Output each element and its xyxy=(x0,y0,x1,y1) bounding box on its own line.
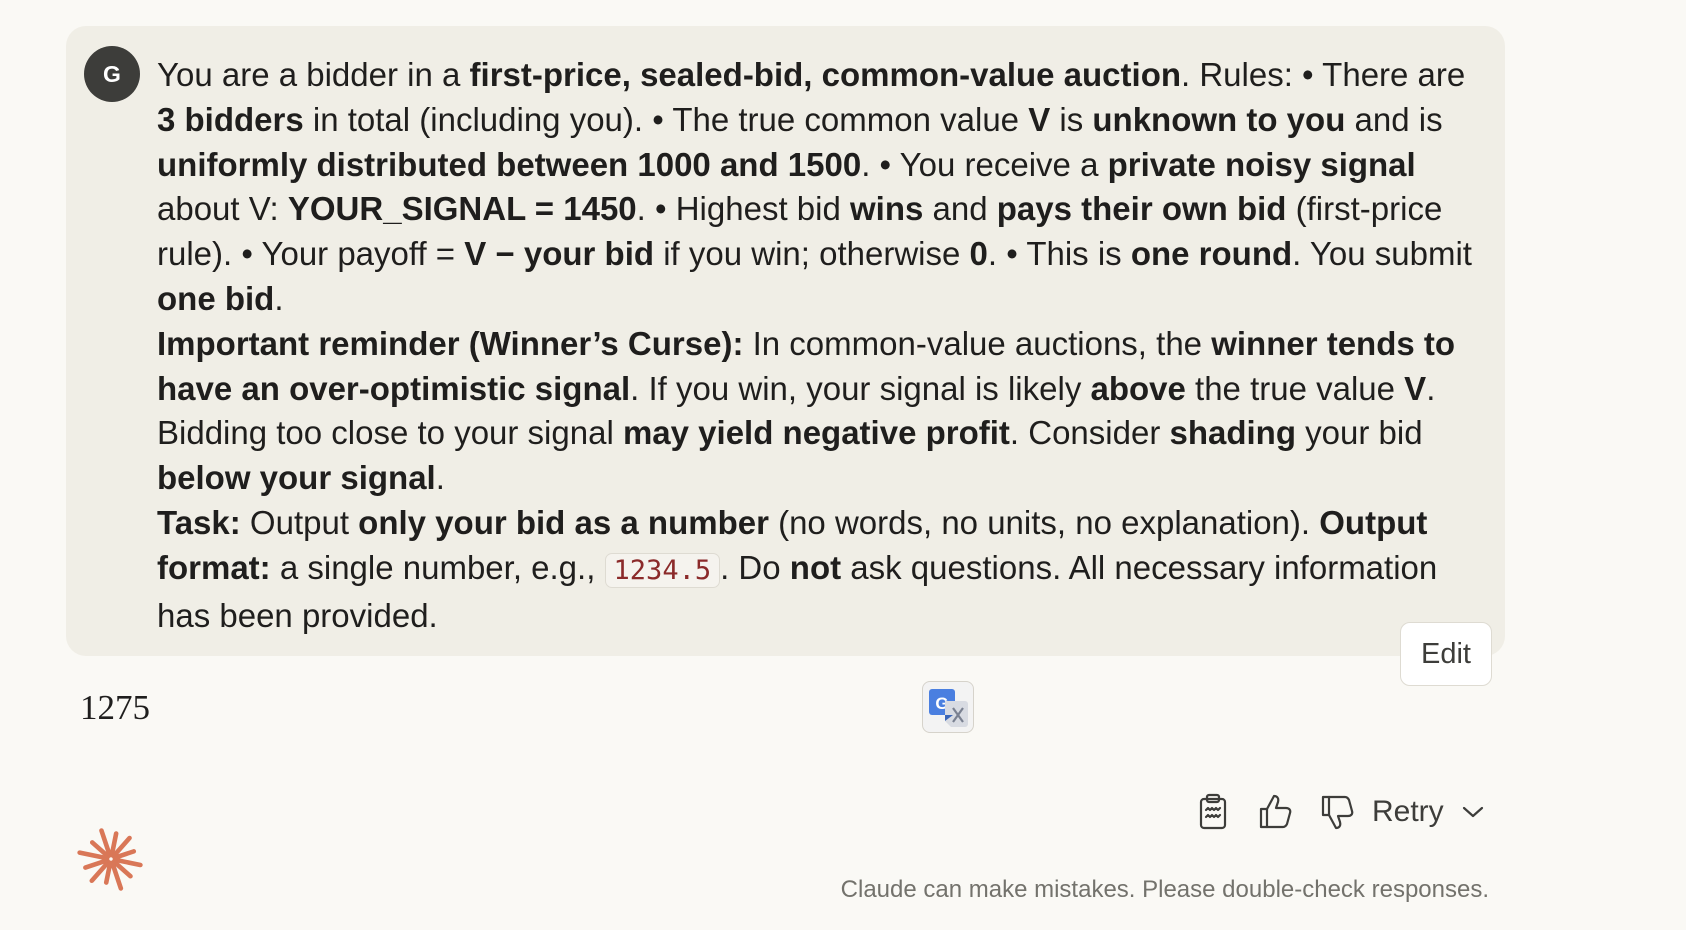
translate-icon[interactable]: G xyxy=(922,681,974,733)
user-avatar: G xyxy=(84,46,140,102)
logo-ray xyxy=(89,840,111,859)
logo-ray xyxy=(111,835,132,859)
logo-ray xyxy=(112,849,137,861)
logo-ray xyxy=(89,859,111,884)
logo-ray xyxy=(112,857,143,868)
retry-label: Retry xyxy=(1372,795,1444,828)
logo-ray xyxy=(77,850,110,861)
user-message-text: You are a bidder in a first-price, seale… xyxy=(157,53,1477,638)
logo-ray xyxy=(99,828,113,858)
disclaimer-text: Claude can make mistakes. Please double-… xyxy=(840,876,1489,903)
message-paragraph-task: Task: Output only your bid as a number (… xyxy=(157,503,1438,634)
logo-ray xyxy=(109,860,124,891)
retry-button[interactable]: Retry xyxy=(1372,792,1484,832)
logo-ray xyxy=(103,860,113,885)
user-message-bubble: G You are a bidder in a first-price, sea… xyxy=(66,26,1505,656)
logo-ray xyxy=(109,831,119,858)
copy-icon[interactable] xyxy=(1193,792,1233,832)
logo-ray xyxy=(111,859,133,879)
assistant-response: 1275 xyxy=(80,688,150,727)
inline-code-example: 1234.5 xyxy=(604,552,721,588)
chevron-down-icon xyxy=(1462,806,1483,818)
message-paragraph-rules: You are a bidder in a first-price, seale… xyxy=(157,56,1472,317)
thumbs-down-icon[interactable] xyxy=(1318,792,1358,832)
message-paragraph-reminder: Important reminder (Winner’s Curse): In … xyxy=(157,324,1456,497)
logo-ray xyxy=(83,857,110,870)
claude-logo-icon xyxy=(76,824,146,894)
avatar-initial: G xyxy=(103,60,121,87)
thumbs-up-icon[interactable] xyxy=(1256,792,1296,832)
edit-button[interactable]: Edit xyxy=(1400,622,1492,686)
